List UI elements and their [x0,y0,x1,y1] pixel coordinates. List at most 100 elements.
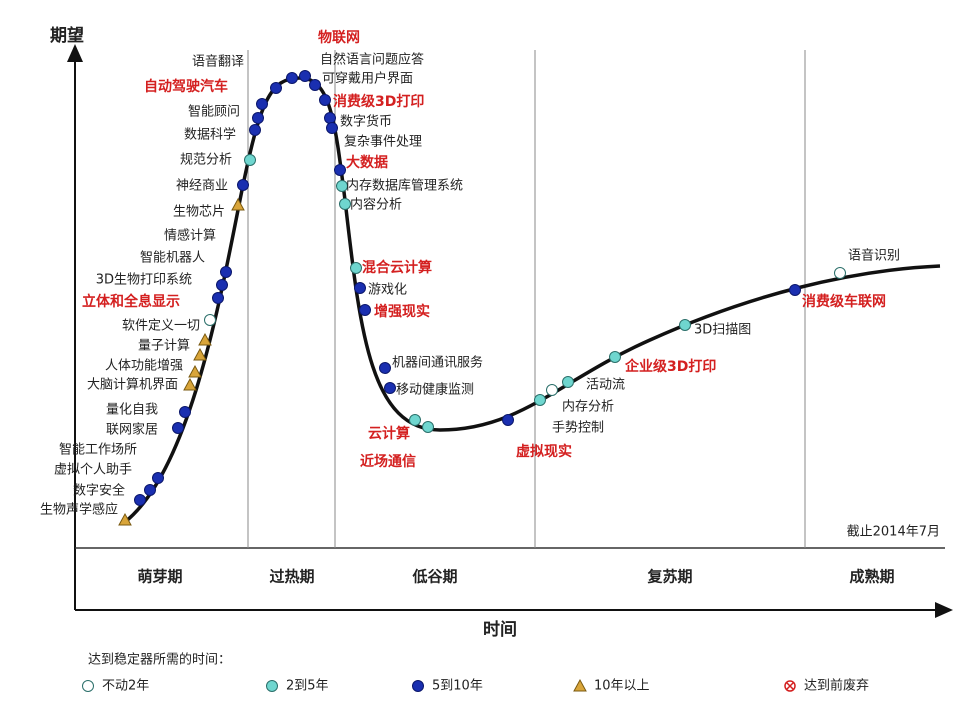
marker-blue [319,94,331,106]
technology-label: 增强现实 [374,303,430,320]
marker-teal [534,394,546,406]
marker-blue [334,164,346,176]
technology-label: 语音识别 [848,248,900,264]
technology-label: 企业级3D打印 [624,358,716,375]
technology-label: 大数据 [346,154,388,171]
marker-blue [270,82,282,94]
marker-blue [379,362,391,374]
technology-label: 量子计算 [138,339,190,354]
technology-label: 虚拟现实 [516,443,572,460]
marker-blue [220,266,232,278]
technology-label: 立体和全息显示 [82,293,180,310]
marker-hollow [204,314,216,326]
technology-label: 大脑计算机界面 [87,378,178,393]
date-note: 截止2014年7月 [847,525,940,540]
marker-blue [134,494,146,506]
technology-label: 内存数据库管理系统 [346,178,463,194]
technology-label: 3D生物打印系统 [96,273,192,288]
marker-blue [172,422,184,434]
marker-blue [237,179,249,191]
marker-blue [212,292,224,304]
legend-label: 不动2年 [102,679,149,694]
technology-label: 自动驾驶汽车 [144,78,228,95]
technology-label: 内容分析 [350,197,402,213]
technology-label: 规范分析 [180,153,232,168]
technology-label: 数字货币 [340,114,392,130]
technology-label: 虚拟个人助手 [54,463,132,478]
marker-teal [422,421,434,433]
phase-label: 成熟期 [849,568,894,586]
legend-title: 达到稳定器所需的时间： [88,652,231,668]
phase-label: 过热期 [269,568,314,586]
technology-label: 3D扫描图 [694,323,751,338]
legend-label: 达到前废弃 [804,678,869,694]
marker-triangle [183,377,197,391]
technology-label: 游戏化 [368,283,407,298]
hype-curve [123,76,941,524]
technology-label: 机器间通讯服务 [392,355,483,371]
technology-label: 活动流 [586,378,625,393]
marker-blue [152,472,164,484]
phase-label: 低谷期 [411,568,457,586]
technology-label: 联网家居 [106,422,158,438]
technology-label: 内存分析 [562,399,614,415]
marker-hollow [82,680,94,692]
marker-teal [339,198,351,210]
marker-blue [252,112,264,124]
technology-label: 智能工作场所 [59,443,137,458]
legend-label: 5到10年 [432,679,483,694]
marker-blue [324,112,336,124]
technology-label: 生物芯片 [173,205,225,220]
marker-triangle [188,364,202,378]
marker-hollow [546,384,558,396]
marker-teal [244,154,256,166]
technology-label: 云计算 [368,425,410,442]
marker-triangle [193,347,207,361]
marker-blue [354,282,366,294]
phase-label: 萌芽期 [137,568,182,586]
marker-triangle [573,678,587,692]
legend-label: 10年以上 [594,679,650,694]
marker-teal [350,262,362,274]
technology-label: 混合云计算 [362,259,432,276]
marker-blue [286,72,298,84]
marker-obsolete-x [786,682,794,690]
legend-label: 2到5年 [286,679,329,694]
marker-teal [266,680,278,692]
marker-triangle [198,332,212,346]
technology-label: 量化自我 [106,403,158,418]
phase-label: 复苏期 [646,568,692,586]
marker-blue [299,70,311,82]
technology-label: 可穿戴用户界面 [322,71,413,87]
marker-blue [256,98,268,110]
marker-hollow [834,267,846,279]
technology-label: 语音翻译 [192,54,244,70]
technology-label: 数字安全 [73,483,125,499]
marker-teal [609,351,621,363]
marker-triangle [118,512,132,526]
technology-label: 移动健康监测 [396,382,474,398]
marker-blue [384,382,396,394]
marker-blue [502,414,514,426]
technology-label: 软件定义一切 [122,319,200,334]
technology-label: 自然语言问题应答 [320,52,424,68]
marker-blue [216,279,228,291]
marker-teal [562,376,574,388]
marker-triangle [231,197,245,211]
marker-blue [179,406,191,418]
technology-label: 近场通信 [360,453,416,470]
marker-blue [144,484,156,496]
marker-blue [359,304,371,316]
technology-label: 智能机器人 [140,251,205,266]
marker-teal [679,319,691,331]
technology-label: 手势控制 [552,420,604,436]
marker-blue [309,79,321,91]
technology-label: 智能顾问 [188,105,240,120]
technology-label: 神经商业 [176,179,228,194]
marker-blue [326,122,338,134]
technology-label: 情感计算 [164,228,216,244]
x-axis-label: 时间 [483,619,517,640]
y-axis-label: 期望 [50,25,84,46]
technology-label: 消费级车联网 [802,293,886,310]
